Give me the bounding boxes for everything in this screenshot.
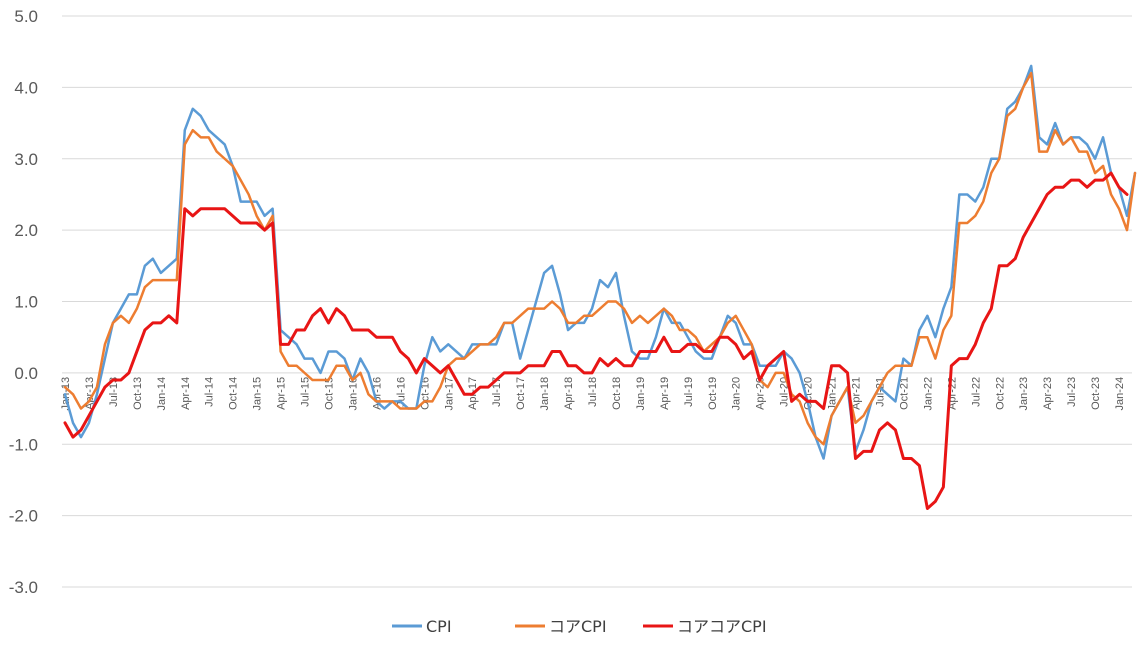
x-tick-label: Jan-23 [1018, 377, 1030, 411]
x-tick-label: Jan-18 [539, 377, 551, 411]
x-tick-label: Oct-18 [611, 377, 623, 410]
x-tick-label: Jul-16 [395, 377, 407, 407]
y-tick-label: 2.0 [14, 221, 38, 240]
y-tick-label: 1.0 [14, 293, 38, 312]
x-tick-label: Oct-23 [1090, 377, 1102, 410]
series-lines [63, 64, 1137, 510]
x-tick-label: Jul-21 [874, 377, 886, 407]
x-tick-label: Jul-18 [587, 377, 599, 407]
x-tick-label: Jan-19 [635, 377, 647, 411]
x-tick-label: Apr-21 [851, 377, 863, 410]
x-tick-label: Jan-22 [922, 377, 934, 411]
series-line [63, 64, 1137, 460]
x-tick-label: Oct-19 [707, 377, 719, 410]
x-tick-label: Jan-15 [252, 377, 264, 411]
x-tick-label: Apr-23 [1042, 377, 1054, 410]
x-tick-label: Jan-20 [731, 377, 743, 411]
legend-label: コアコアCPI [677, 617, 767, 636]
y-tick-label: 3.0 [14, 150, 38, 169]
x-tick-label: Jan-14 [156, 377, 168, 411]
x-tick-label: Jan-16 [347, 377, 359, 411]
x-tick-label: Jul-13 [108, 377, 120, 407]
x-tick-label: Jul-19 [683, 377, 695, 407]
legend-label: コアCPI [549, 617, 607, 636]
series-line [63, 171, 1129, 510]
x-tick-label: Oct-22 [994, 377, 1006, 410]
y-tick-label: 0.0 [14, 364, 38, 383]
legend: CPI コアCPI コアコアCPI [392, 617, 767, 636]
y-tick-label: 5.0 [14, 7, 38, 26]
x-tick-label: Oct-21 [898, 377, 910, 410]
x-tick-label: Jul-23 [1066, 377, 1078, 407]
x-tick-label: Oct-15 [324, 377, 336, 410]
gridlines [62, 15, 1132, 588]
y-tick-label: -2.0 [9, 507, 38, 526]
y-tick-label: -3.0 [9, 578, 38, 597]
x-tick-label: Jan-21 [827, 377, 839, 411]
x-axis-tick-labels: Jan-13 Apr-13 Jul-13 Oct-13 Jan-14 Apr-14 Jul-… [60, 377, 1126, 411]
x-tick-label: Jan-17 [443, 377, 455, 411]
x-tick-label: Oct-13 [132, 377, 144, 410]
y-tick-label: -1.0 [9, 435, 38, 454]
x-tick-label: Jul-22 [970, 377, 982, 407]
x-tick-label: Apr-14 [180, 377, 192, 410]
x-tick-label: Jul-17 [491, 377, 503, 407]
x-tick-label: Oct-14 [228, 377, 240, 410]
x-tick-label: Jul-15 [300, 377, 312, 407]
x-tick-label: Apr-18 [563, 377, 575, 410]
series-line [63, 71, 1137, 446]
legend-label: CPI [426, 617, 452, 636]
y-axis-tick-labels: -3.0 -2.0 -1.0 0.0 1.0 2.0 3.0 4.0 5.0 [9, 7, 38, 597]
x-tick-label: Jul-14 [204, 377, 216, 407]
x-tick-label: Oct-17 [515, 377, 527, 410]
x-tick-label: Apr-15 [276, 377, 288, 410]
y-tick-label: 4.0 [14, 78, 38, 97]
x-tick-label: Jan-24 [1114, 377, 1126, 411]
x-tick-label: Apr-19 [659, 377, 671, 410]
